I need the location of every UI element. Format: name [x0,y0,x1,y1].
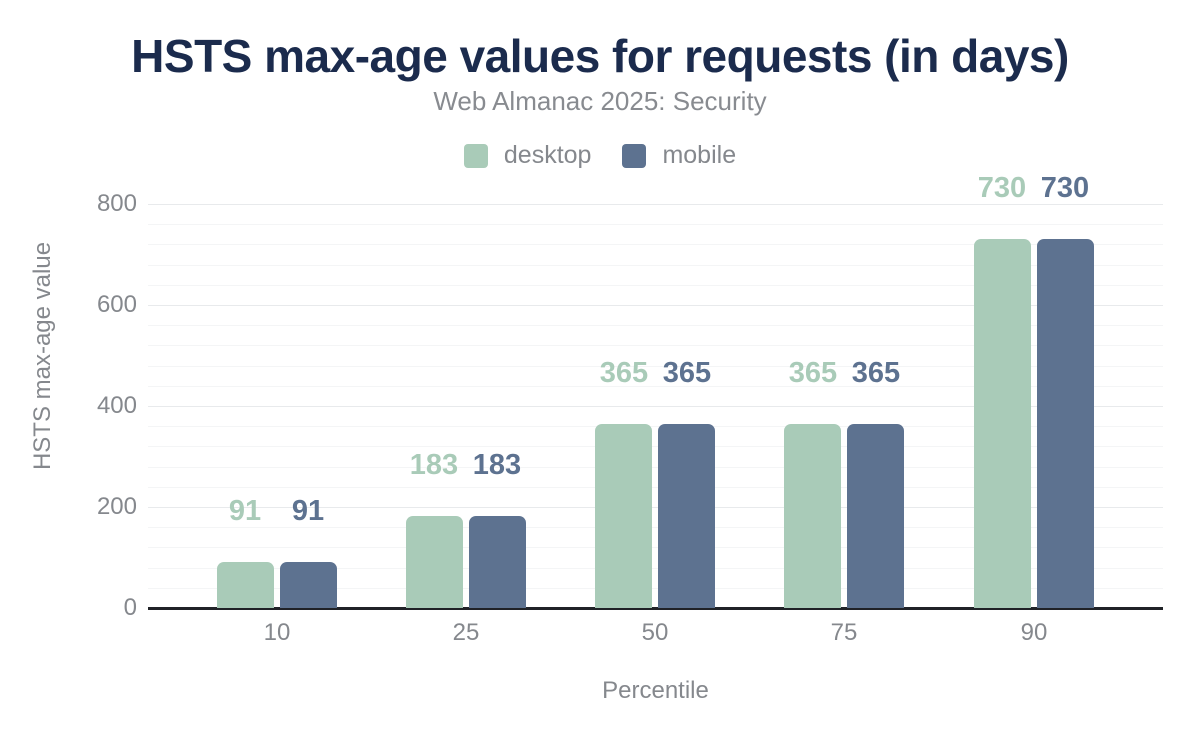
y-tick-label: 800 [96,190,137,217]
chart-title: HSTS max-age values for requests (in day… [131,30,1069,82]
bar-value-mobile-p50: 365 [662,357,712,389]
x-axis-title: Percentile [602,677,709,704]
bar-value-desktop-p90: 730 [977,172,1027,204]
minor-gridline [148,426,1163,427]
legend-item-desktop[interactable]: desktop [463,141,592,170]
chart-subtitle: Web Almanac 2025: Security [433,86,767,116]
y-tick-label: 600 [96,291,137,318]
minor-gridline [148,224,1163,225]
major-gridline [148,406,1163,407]
minor-gridline [148,265,1163,266]
y-tick-label: 400 [96,392,137,419]
mobile-legend-label: mobile [662,141,737,169]
bar-desktop-p25[interactable] [406,516,463,608]
minor-gridline [148,527,1163,528]
x-tick-label-p90: 90 [1020,619,1048,646]
minor-gridline [148,446,1163,447]
bar-value-mobile-p90: 730 [1040,172,1090,204]
x-axis-line [148,607,1163,610]
desktop-swatch-icon [463,143,488,168]
y-tick-label: 200 [96,493,137,520]
minor-gridline [148,386,1163,387]
bar-desktop-p90[interactable] [974,239,1031,608]
desktop-legend-label: desktop [503,141,592,169]
bar-desktop-p10[interactable] [217,562,274,608]
minor-gridline [148,325,1163,326]
minor-gridline [148,588,1163,589]
bar-value-desktop-p50: 365 [599,357,649,389]
legend: desktop mobile [0,141,1200,170]
bar-value-mobile-p10: 91 [291,495,325,527]
major-gridline [148,204,1163,205]
major-gridline [148,305,1163,306]
y-tick-label: 0 [123,594,137,621]
bar-mobile-p50[interactable] [658,424,715,608]
bar-desktop-p50[interactable] [595,424,652,608]
minor-gridline [148,547,1163,548]
x-tick-label-p25: 25 [452,619,480,646]
bar-desktop-p75[interactable] [784,424,841,608]
bar-value-mobile-p75: 365 [851,357,901,389]
bar-mobile-p10[interactable] [280,562,337,608]
minor-gridline [148,244,1163,245]
bar-value-mobile-p25: 183 [472,449,522,481]
bar-value-desktop-p75: 365 [788,357,838,389]
minor-gridline [148,366,1163,367]
x-tick-label-p75: 75 [830,619,858,646]
x-tick-label-p50: 50 [641,619,669,646]
major-gridline [148,507,1163,508]
bar-mobile-p90[interactable] [1037,239,1094,608]
minor-gridline [148,487,1163,488]
bar-value-desktop-p25: 183 [409,449,459,481]
y-axis-title: HSTS max-age value [29,241,56,471]
minor-gridline [148,345,1163,346]
bar-mobile-p25[interactable] [469,516,526,608]
minor-gridline [148,568,1163,569]
legend-item-mobile[interactable]: mobile [622,141,736,170]
x-tick-label-p10: 10 [263,619,291,646]
bar-mobile-p75[interactable] [847,424,904,608]
minor-gridline [148,285,1163,286]
mobile-swatch-icon [622,143,647,168]
minor-gridline [148,467,1163,468]
bar-value-desktop-p10: 91 [228,495,262,527]
